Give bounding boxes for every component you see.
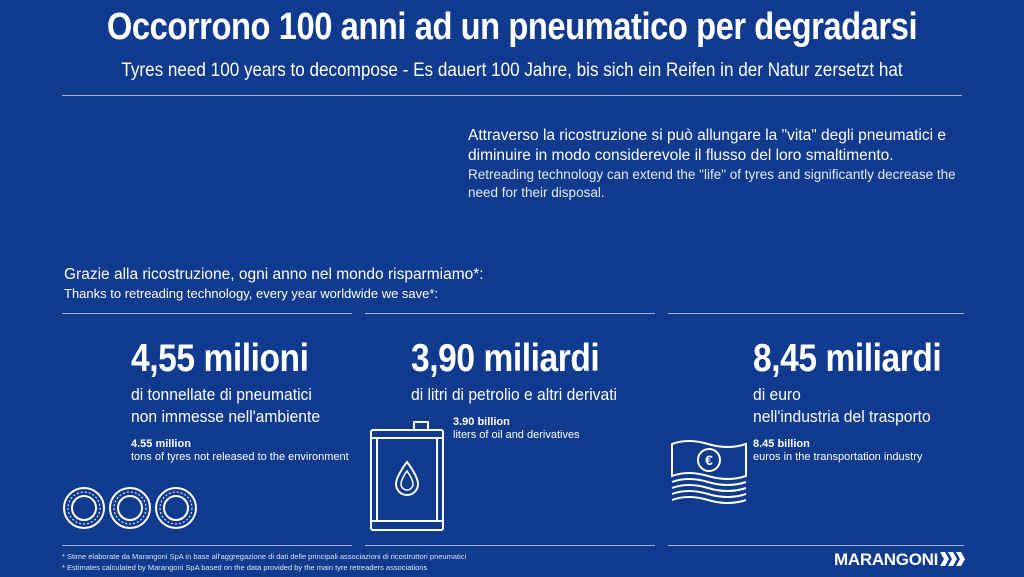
svg-text:€: €: [705, 452, 713, 468]
stat-value-english: 3.90 billion: [453, 416, 510, 428]
stat-description: non immesse nell'ambiente: [131, 407, 321, 426]
euro-banknotes-icon: €: [671, 440, 747, 504]
column-divider-bottom: [668, 545, 964, 546]
stat-value: 3,90 miliardi: [411, 337, 600, 380]
savings-heading-english: Thanks to retreading technology, every y…: [64, 286, 439, 301]
brand-logo: MARANGONI: [834, 550, 939, 569]
stat-value-english: 8.45 billion: [753, 438, 810, 450]
intro-text-italian: Attraverso la ricostruzione si può allun…: [468, 127, 946, 164]
stat-description: di euro: [753, 385, 801, 404]
page-title: Occorrono 100 anni ad un pneumatico per …: [106, 6, 918, 48]
savings-heading-italian: Grazie alla ricostruzione, ogni anno nel…: [64, 266, 484, 283]
stat-description-english: euros in the transportation industry: [753, 451, 923, 463]
stat-description: di litri di petrolio e altri derivati: [411, 385, 618, 404]
column-divider-bottom: [365, 545, 655, 546]
stat-value-english: 4.55 million: [131, 438, 191, 450]
column-divider-bottom: [62, 545, 352, 546]
stat-description: di tonnellate di pneumatici: [131, 385, 312, 404]
column-divider-top: [668, 313, 964, 314]
footnote-italian: * Stime elaborate da Marangoni SpA in ba…: [62, 552, 467, 561]
stat-value: 8,45 miliardi: [753, 337, 942, 380]
oil-barrel-icon: [370, 421, 444, 531]
stat-value: 4,55 milioni: [131, 337, 309, 380]
stat-description-english: liters of oil and derivatives: [453, 429, 580, 441]
stat-description-english: tons of tyres not released to the enviro…: [131, 451, 349, 463]
tyres-icon: [63, 487, 197, 529]
stat-description: nell'industria del trasporto: [753, 407, 931, 426]
brand-logo-mark-icon: [940, 552, 965, 566]
column-divider-top: [62, 313, 352, 314]
footnote-english: * Estimates calculated by Marangoni SpA …: [62, 563, 428, 572]
header-divider: [62, 95, 962, 96]
intro-text-english: Retreading technology can extend the "li…: [468, 167, 956, 200]
page-subtitle: Tyres need 100 years to decompose - Es d…: [121, 60, 903, 81]
column-divider-top: [365, 313, 655, 314]
